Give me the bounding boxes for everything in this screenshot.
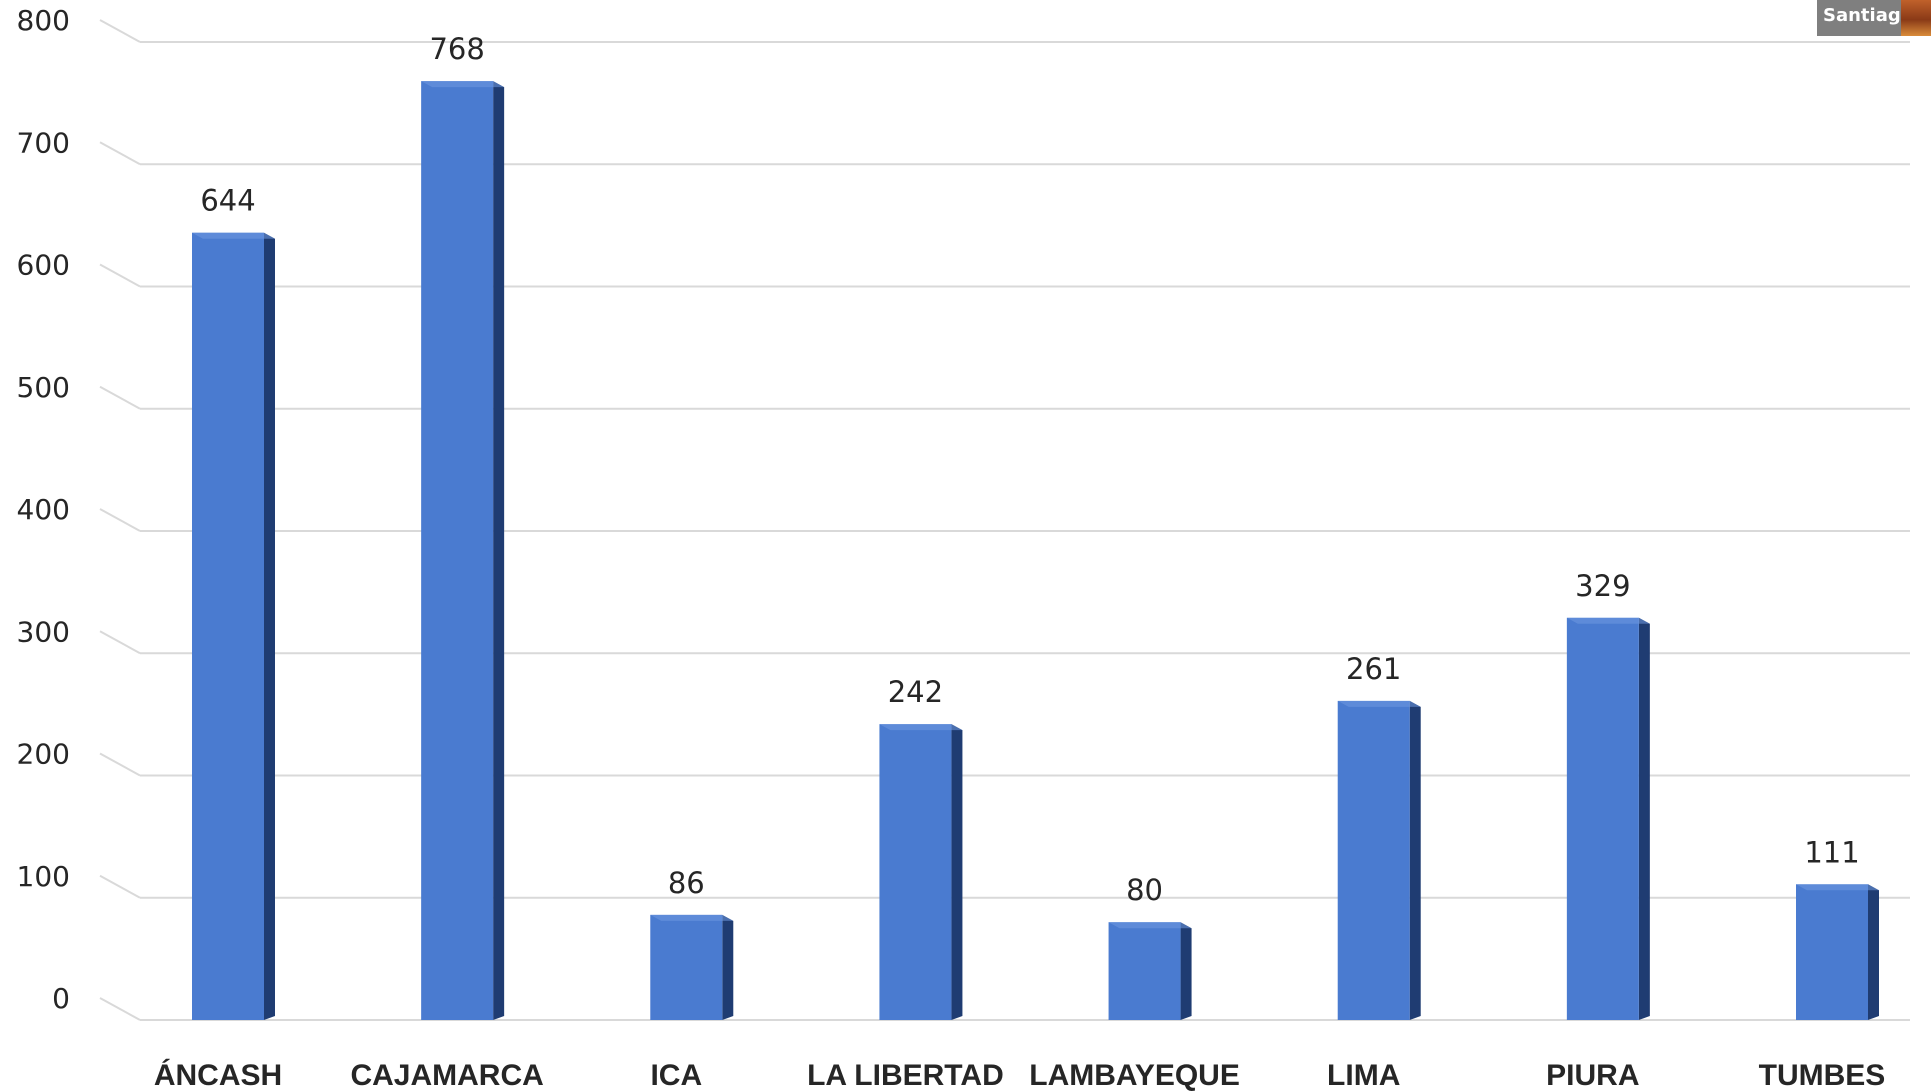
data-labels: 644 768 86 242 80 261 329 111 [200, 32, 1859, 907]
bar-piura [1566, 617, 1650, 1020]
y-tick-label: 500 [17, 371, 70, 404]
data-label: 111 [1804, 835, 1859, 869]
bar-top-face [1566, 617, 1650, 624]
x-category-label: LIMA [1327, 1059, 1400, 1092]
data-label: 329 [1575, 569, 1630, 603]
x-category-label: LAMBAYEQUE [1029, 1059, 1240, 1092]
bar-front-face [192, 232, 264, 1020]
gridline-perspective-700 [99, 141, 141, 166]
bar-side-face [1180, 922, 1192, 1020]
data-label: 261 [1346, 652, 1401, 686]
y-axis-tick-labels: 0 100 200 300 400 500 600 700 800 [17, 4, 70, 1015]
gridline-perspective-500 [99, 385, 141, 410]
data-label: 644 [200, 184, 255, 218]
bar-top-face [650, 914, 734, 921]
y-tick-label: 100 [17, 860, 70, 893]
bar-side-face [1638, 617, 1650, 1020]
presenter-name-badge: Santiago Sa [1817, 0, 1931, 36]
bar-side-face [264, 232, 275, 1020]
x-category-label: CAJAMARCA [350, 1059, 543, 1092]
y-tick-label: 700 [17, 126, 70, 159]
bar-side-face [1868, 884, 1879, 1020]
bar-top-face [192, 232, 275, 239]
data-label: 242 [888, 675, 943, 709]
bar-front-face [1337, 700, 1410, 1020]
data-label: 80 [1126, 873, 1163, 907]
bar-top-face [1337, 700, 1421, 707]
bar-side-face [722, 914, 734, 1020]
gridline-perspective-200 [99, 752, 141, 777]
bar-front-face [1108, 922, 1181, 1020]
bar-ica [650, 914, 734, 1020]
bar-side-face [951, 724, 963, 1020]
y-tick-label: 400 [17, 493, 70, 526]
bar-side-face [493, 81, 505, 1021]
x-category-label: TUMBES [1759, 1059, 1886, 1092]
bar-top-face [1108, 922, 1192, 929]
data-label: 86 [668, 866, 705, 900]
x-category-label: ÁNCASH [154, 1058, 282, 1092]
y-tick-label: 600 [17, 249, 70, 282]
bar-cajamarca [421, 81, 505, 1021]
bar-lima [1337, 700, 1421, 1020]
bars [192, 81, 1879, 1021]
gridline-perspective-300 [99, 630, 141, 655]
y-tick-label: 800 [17, 4, 70, 37]
bar-side-face [1409, 700, 1421, 1020]
gridline-perspective-600 [99, 263, 141, 288]
bar-front-face [1566, 617, 1639, 1020]
gridline-perspective-100 [99, 874, 141, 899]
y-tick-label: 300 [17, 615, 70, 648]
bar-front-face [421, 81, 494, 1021]
x-category-label: LA LIBERTAD [807, 1059, 1004, 1092]
gridline-perspective-400 [99, 508, 141, 532]
bar-front-face [1796, 884, 1868, 1020]
bar-la-libertad [879, 724, 963, 1020]
gridline-perspective-800 [99, 19, 141, 43]
bar-tumbes [1796, 884, 1879, 1020]
bar-top-face [421, 81, 505, 88]
x-category-label: PIURA [1546, 1059, 1639, 1092]
bar-top-face [879, 724, 963, 731]
bar-front-face [879, 724, 952, 1020]
bar-lambayeque [1108, 922, 1192, 1020]
bar-áncash [192, 232, 275, 1020]
x-axis-category-labels: ÁNCASH CAJAMARCA ICA LA LIBERTAD LAMBAYEQUE L… [154, 1058, 1886, 1092]
presenter-video-thumbnail [1901, 0, 1931, 36]
bar-top-face [1796, 884, 1879, 891]
gridline-perspective-0 [99, 997, 141, 1021]
x-category-label: ICA [650, 1059, 702, 1092]
y-tick-label: 200 [17, 738, 70, 771]
y-tick-label: 0 [52, 982, 70, 1015]
data-label: 768 [429, 32, 484, 66]
bar-front-face [650, 914, 723, 1020]
